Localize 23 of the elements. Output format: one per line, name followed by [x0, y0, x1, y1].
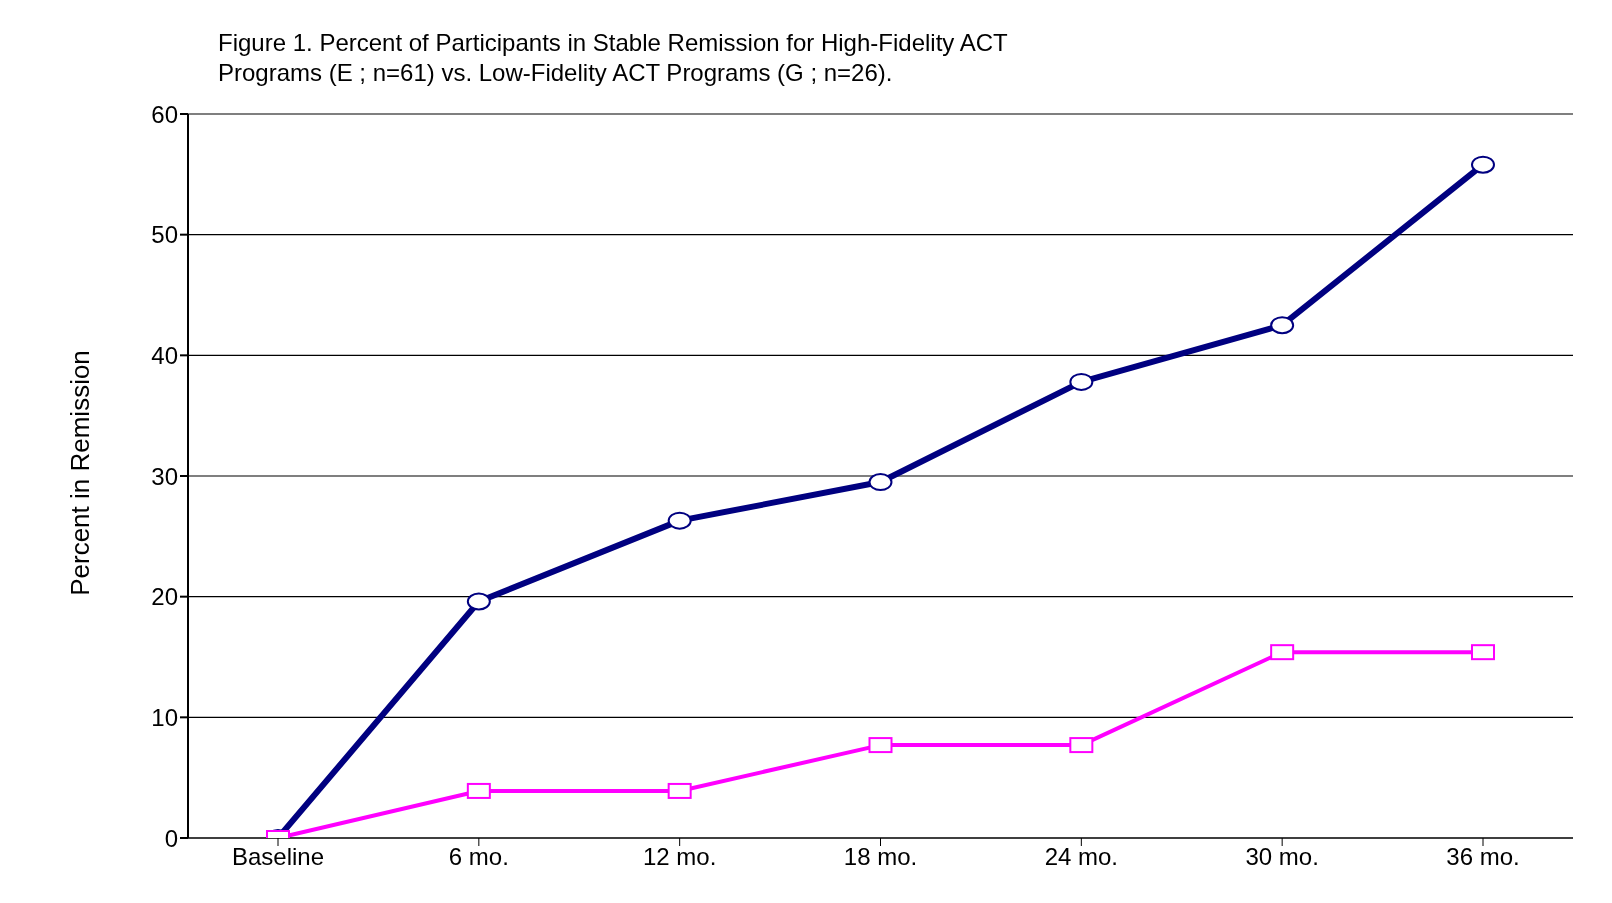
y-tick-label: 30	[151, 462, 178, 490]
x-tick-label: 18 mo.	[843, 843, 918, 871]
y-tick-label: 0	[164, 824, 178, 852]
point	[1270, 316, 1295, 335]
point	[667, 511, 692, 530]
x-tick-label: 30 mo.	[1245, 843, 1319, 871]
x-tick-label: 6 mo.	[448, 843, 509, 871]
x-tick-label: 24 mo.	[1044, 843, 1119, 871]
y-tick-label: 60	[151, 100, 178, 128]
point	[868, 473, 893, 492]
point	[1471, 155, 1495, 174]
x-tick-label: 36 mo.	[1446, 843, 1520, 871]
y-tick-label: 40	[151, 341, 178, 369]
x-tick-label: Baseline	[231, 843, 325, 871]
x-tick-label: 12 mo.	[642, 843, 717, 871]
point	[1471, 644, 1495, 661]
chart-title: Figure 1. Percent of Participants in Stable Remission for High-Fidelity ACT Programs (E ; n=61) vs. Low-Fidelity ACT Programs (G ; n=26).	[218, 28, 1009, 88]
y-tick-label: 20	[151, 583, 178, 611]
y-tick-label: 50	[151, 221, 178, 249]
point	[1069, 372, 1094, 391]
point	[466, 592, 491, 611]
y-axis-title: Percent in Remission	[64, 350, 96, 596]
y-tick-label: 10	[151, 703, 178, 731]
